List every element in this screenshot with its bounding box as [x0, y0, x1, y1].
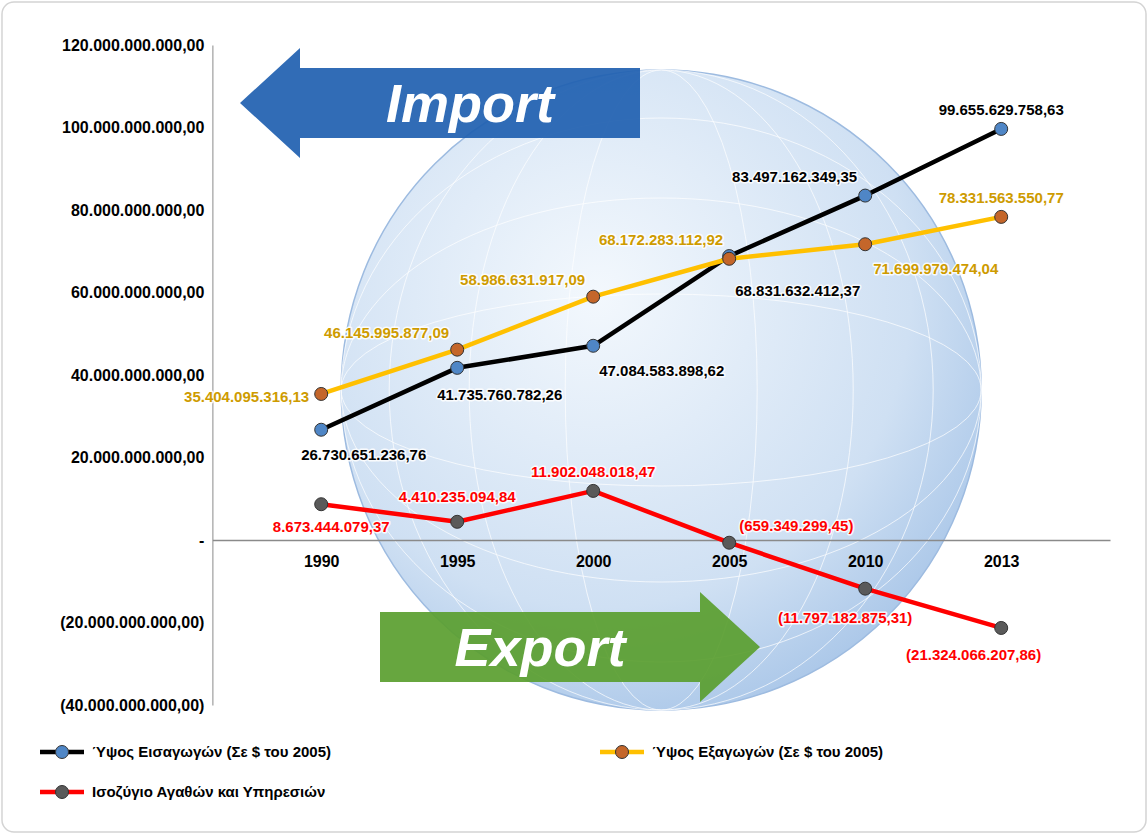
y-tick-label: 100.000.000.000,00	[62, 119, 204, 136]
x-tick: 1995	[440, 553, 476, 570]
y-tick: -	[199, 532, 204, 549]
series-line	[321, 129, 1001, 430]
y-axis-line	[212, 46, 213, 706]
legend-label: Ύψος Εισαγωγών (Σε $ του 2005)	[92, 743, 331, 760]
annotation: Export	[454, 617, 627, 677]
data-label: 8.673.444.079,37	[273, 518, 390, 535]
marker	[451, 361, 464, 374]
data-label: 68.831.632.412,37	[735, 282, 860, 299]
marker	[995, 621, 1008, 634]
data-label: 83.497.162.349,35	[732, 168, 857, 185]
data-label: 78.331.563.550,77	[939, 189, 1064, 206]
import-arrow: Import	[240, 48, 640, 158]
x-tick: 2010	[848, 553, 884, 570]
legend-entry: Ισοζύγιο Αγαθών και Υπηρεσιών	[40, 783, 325, 800]
data-label: (11.797.182.875,31)	[778, 609, 912, 626]
arrow-shape	[380, 592, 760, 702]
marker	[587, 484, 600, 497]
series-line	[321, 491, 1001, 628]
y-tick: 60.000.000.000,00	[71, 284, 205, 301]
marker	[315, 423, 328, 436]
globe	[341, 70, 981, 710]
x-tick-label: 1995	[440, 553, 476, 570]
export-arrow: Export	[380, 592, 760, 702]
legend-entry: Ύψος Εισαγωγών (Σε $ του 2005)	[40, 743, 331, 760]
globe-body	[341, 70, 981, 710]
frame	[2, 2, 1146, 832]
marker	[723, 536, 736, 549]
y-tick: (20.000.000.000,00)	[60, 614, 204, 631]
series-line	[321, 217, 1001, 394]
marker	[315, 498, 328, 511]
y-tick-label: 80.000.000.000,00	[71, 202, 205, 219]
data-label: (21.324.066.207,86)	[906, 646, 1041, 663]
y-tick-label: (40.000.000.000,00)	[60, 697, 204, 714]
data-label: 35.404.095.316,13	[184, 388, 309, 405]
data-label: 26.730.651.236,76	[301, 446, 426, 463]
y-tick-label: -	[199, 532, 204, 549]
legend-label: Ύψος Εξαγωγών (Σε $ του 2005)	[652, 743, 883, 760]
marker	[859, 189, 872, 202]
x-tick: 1990	[304, 553, 340, 570]
data-label: 47.084.583.898,62	[599, 362, 724, 379]
marker	[859, 238, 872, 251]
x-axis: 1990 1995 2000 2005 2010 2013	[213, 541, 1111, 571]
legend-marker	[56, 746, 69, 759]
marker	[995, 210, 1008, 223]
arrow-shape	[240, 48, 640, 158]
y-tick-label: 60.000.000.000,00	[71, 284, 205, 301]
data-label: 11.902.048.018,47	[531, 463, 655, 480]
y-tick-label: 20.000.000.000,00	[71, 449, 205, 466]
x-tick-label: 2005	[712, 553, 748, 570]
legend: Ύψος Εισαγωγών (Σε $ του 2005) Ύψος Εξαγω…	[40, 743, 883, 800]
legend-label: Ισοζύγιο Αγαθών και Υπηρεσιών	[92, 783, 325, 800]
parallel	[341, 198, 981, 582]
y-tick: 20.000.000.000,00	[71, 449, 205, 466]
data-label: (659.349.299,45)	[739, 517, 853, 534]
x-tick-label: 2000	[576, 553, 612, 570]
legend-marker	[616, 746, 629, 759]
y-tick-label: 120.000.000.000,00	[62, 37, 204, 54]
y-tick: (40.000.000.000,00)	[60, 697, 204, 714]
legend-entry: Ύψος Εξαγωγών (Σε $ του 2005)	[600, 743, 883, 760]
y-tick-label: 40.000.000.000,00	[71, 367, 205, 384]
data-label: 68.172.283.112,92	[599, 231, 723, 248]
marker	[587, 339, 600, 352]
y-axis: (40.000.000.000,00) (20.000.000.000,00) - 2…	[60, 37, 213, 714]
y-tick: 80.000.000.000,00	[71, 202, 205, 219]
y-tick: 120.000.000.000,00	[62, 37, 204, 54]
marker	[315, 387, 328, 400]
chart: Import Export (40.000.000.000,00) (20.000.0…	[0, 0, 1148, 834]
marker	[587, 290, 600, 303]
marker	[723, 252, 736, 265]
y-tick: 40.000.000.000,00	[71, 367, 205, 384]
data-label: 99.655.629.758,63	[939, 101, 1064, 118]
y-tick-label: (20.000.000.000,00)	[60, 614, 204, 631]
x-tick: 2005	[712, 553, 748, 570]
x-tick: 2013	[984, 553, 1020, 570]
legend-marker	[56, 786, 69, 799]
marker	[859, 582, 872, 595]
data-label: 46.145.995.877,09	[324, 324, 449, 341]
data-label: 41.735.760.782,26	[437, 386, 562, 403]
parallel	[341, 118, 981, 662]
x-tick: 2000	[576, 553, 612, 570]
y-tick: 100.000.000.000,00	[62, 119, 204, 136]
x-tick-label: 2010	[848, 553, 884, 570]
x-tick-label: 1990	[304, 553, 340, 570]
marker	[451, 343, 464, 356]
x-tick-label: 2013	[984, 553, 1020, 570]
data-label: 71.699.979.474,04	[873, 260, 999, 277]
marker	[451, 515, 464, 528]
data-labels: 26.730.651.236,76 41.735.760.782,26 47.084…	[184, 101, 1064, 663]
marks	[315, 122, 1008, 634]
data-label: 4.410.235.094,84	[399, 488, 516, 505]
x-axis-line	[213, 540, 1111, 542]
annotation: Import	[386, 73, 556, 133]
marker	[995, 122, 1008, 135]
data-label: 58.986.631.917,09	[460, 271, 585, 288]
